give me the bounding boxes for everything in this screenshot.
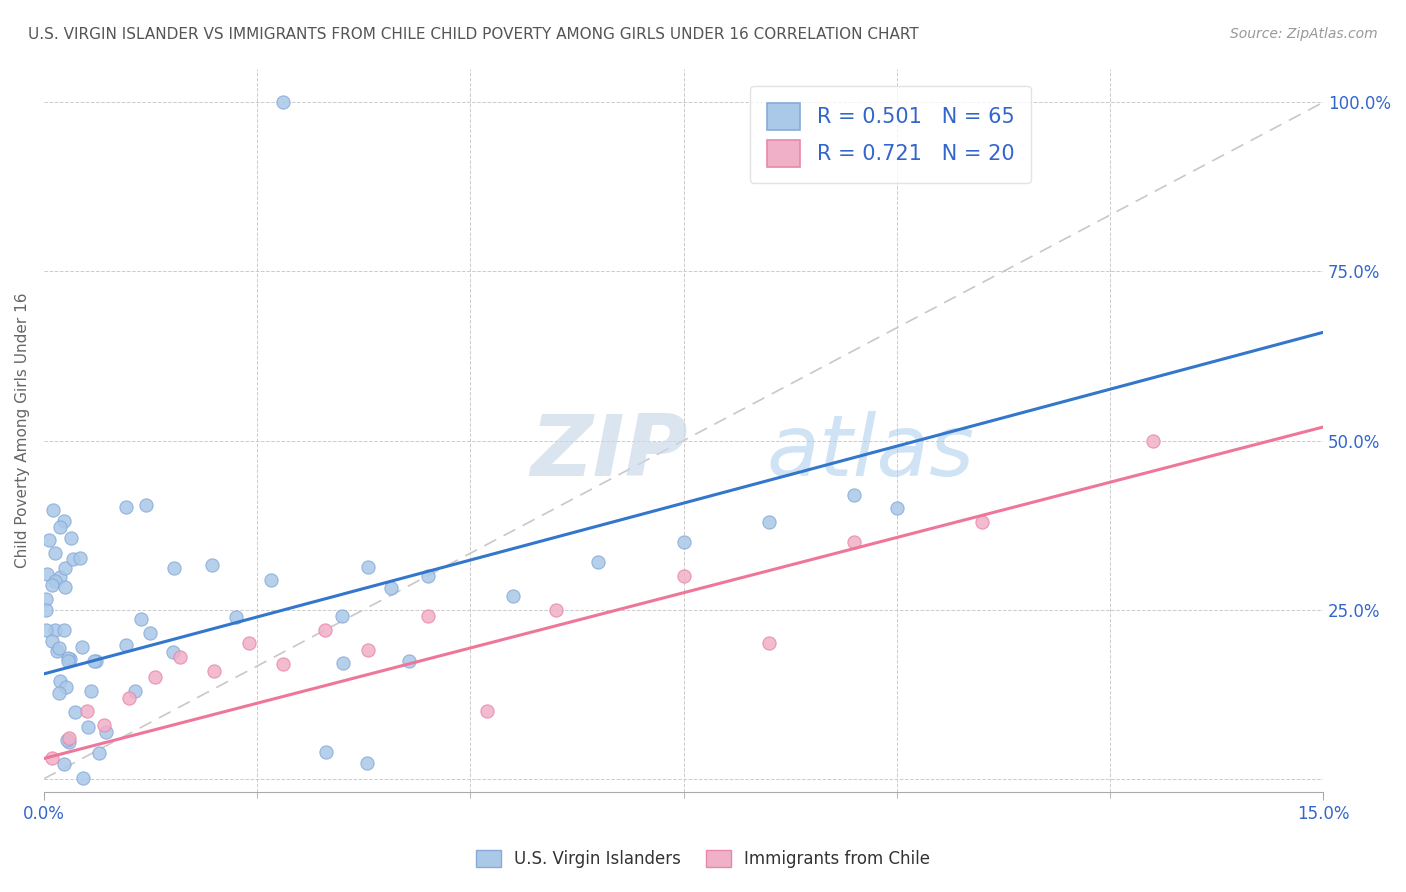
Text: Source: ZipAtlas.com: Source: ZipAtlas.com (1230, 27, 1378, 41)
Text: U.S. VIRGIN ISLANDER VS IMMIGRANTS FROM CHILE CHILD POVERTY AMONG GIRLS UNDER 16: U.S. VIRGIN ISLANDER VS IMMIGRANTS FROM … (28, 27, 920, 42)
Point (225, 610, 247, 624)
Point (76, 721, 98, 735)
Point (416, 569, 439, 583)
Point (477, 704, 499, 718)
Point (44, 545, 66, 559)
Point (201, 558, 224, 573)
Point (135, 498, 157, 512)
Point (56, 650, 79, 665)
Point (76, 704, 98, 718)
Point (41, 578, 63, 592)
Point (162, 645, 184, 659)
Point (44, 624, 66, 638)
Point (80, 684, 103, 698)
Point (52, 514, 75, 528)
Point (48, 519, 70, 533)
Point (35, 567, 58, 582)
Point (114, 638, 136, 652)
Point (56, 732, 79, 747)
Point (84, 655, 107, 669)
Point (163, 561, 186, 575)
Point (586, 555, 609, 569)
Legend: U.S. Virgin Islanders, Immigrants from Chile: U.S. Virgin Islanders, Immigrants from C… (470, 843, 936, 875)
Point (53, 624, 76, 638)
Point (544, 602, 567, 616)
Point (314, 623, 336, 637)
Point (58, 734, 80, 748)
Point (59, 652, 82, 666)
Point (124, 684, 146, 698)
Point (380, 581, 402, 595)
Point (118, 690, 141, 705)
Point (41, 633, 63, 648)
Point (970, 515, 993, 529)
Point (44, 574, 66, 588)
Point (55, 561, 77, 575)
Point (89, 746, 111, 760)
Point (886, 501, 908, 516)
Point (35, 591, 58, 606)
Point (502, 589, 524, 603)
Point (169, 650, 191, 665)
Point (672, 569, 695, 583)
Point (56, 654, 79, 668)
Point (271, 657, 294, 671)
Point (70, 640, 93, 655)
Point (672, 535, 695, 549)
Point (58, 731, 80, 746)
Point (53, 756, 76, 771)
Point (48, 686, 70, 700)
Point (260, 573, 283, 587)
Point (115, 500, 138, 515)
Point (143, 670, 166, 684)
Point (48, 640, 70, 655)
Point (332, 656, 354, 670)
Point (758, 636, 780, 650)
Point (842, 488, 865, 502)
Point (72, 772, 94, 786)
Point (69, 550, 91, 565)
Point (83, 654, 105, 668)
Point (42, 503, 65, 517)
Point (271, 95, 294, 110)
Point (139, 626, 162, 640)
Point (49, 674, 72, 689)
Point (356, 756, 378, 771)
Point (55, 680, 77, 694)
Legend: R = 0.501   N = 65, R = 0.721   N = 20: R = 0.501 N = 65, R = 0.721 N = 20 (751, 87, 1031, 184)
Text: atlas: atlas (766, 410, 974, 493)
Point (38, 533, 60, 547)
Point (41, 751, 63, 765)
Point (204, 664, 226, 678)
Point (60, 531, 83, 545)
Point (45, 644, 67, 658)
Point (315, 745, 337, 759)
Point (357, 643, 380, 657)
Y-axis label: Child Poverty Among Girls Under 16: Child Poverty Among Girls Under 16 (15, 293, 30, 568)
Point (34, 603, 56, 617)
Point (35, 623, 58, 637)
Point (416, 609, 439, 624)
Point (332, 609, 354, 624)
Point (53, 580, 76, 594)
Point (63, 705, 86, 719)
Point (357, 560, 380, 574)
Point (94, 724, 117, 739)
Point (131, 612, 153, 626)
Point (842, 535, 865, 549)
Point (758, 515, 780, 529)
Point (49, 570, 72, 584)
Text: ZIP: ZIP (530, 410, 688, 493)
Point (93, 717, 115, 731)
Point (238, 636, 260, 650)
Point (1142, 434, 1164, 448)
Point (62, 551, 84, 566)
Point (398, 654, 420, 668)
